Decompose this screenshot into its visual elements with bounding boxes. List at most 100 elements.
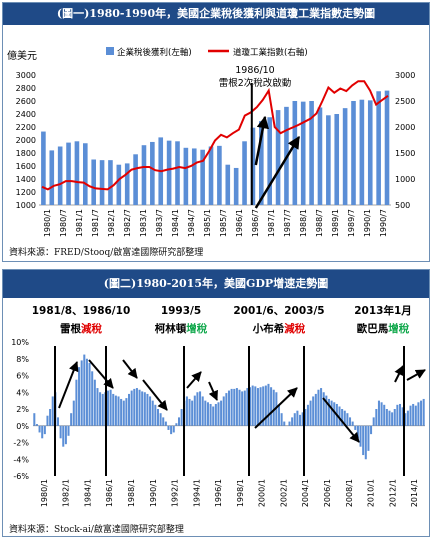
gdp-bar xyxy=(254,386,257,426)
annotation-action: 減稅 xyxy=(81,322,102,335)
x-tick-label: 1981/1 xyxy=(75,209,84,237)
x-tick-label: 1996/1 xyxy=(214,479,223,507)
gdp-bar xyxy=(220,400,223,426)
annotation-action: 增稅 xyxy=(388,322,409,335)
y-left-tick-label: 2600 xyxy=(16,97,36,106)
gdp-bar xyxy=(296,410,299,426)
gdp-bar xyxy=(341,409,344,426)
gdp-bar xyxy=(270,387,273,426)
x-tick-label: 2006/1 xyxy=(323,479,332,507)
profit-bar xyxy=(74,141,80,205)
gdp-bar xyxy=(420,400,423,426)
gdp-bar xyxy=(75,379,78,426)
trend-arrow xyxy=(254,135,301,209)
annotation-text: 雷根2次稅改啟動 xyxy=(219,77,292,89)
gdp-bar xyxy=(135,388,138,426)
y-left-tick-label: 1200 xyxy=(16,188,36,197)
gdp-bar xyxy=(175,423,178,426)
profit-bar xyxy=(259,121,264,205)
x-tick-label: 1980/7 xyxy=(59,209,68,237)
gdp-bar xyxy=(370,425,373,435)
x-tick-label: 1986/1 xyxy=(105,479,114,507)
x-tick-label: 1982/1 xyxy=(107,209,116,237)
gdp-bar xyxy=(149,396,152,426)
gdp-bar xyxy=(249,387,252,426)
gdp-bar xyxy=(72,400,75,426)
profit-bar xyxy=(384,90,390,205)
profit-bar xyxy=(166,140,172,205)
x-tick-label: 1989/7 xyxy=(347,209,356,237)
gdp-bar xyxy=(56,417,60,426)
x-tick-label: 1985/7 xyxy=(219,209,228,237)
profit-bar xyxy=(99,160,105,205)
gdp-bar xyxy=(264,385,267,426)
profit-bar xyxy=(183,147,189,205)
profit-bar xyxy=(133,154,138,205)
y-right-tick-label: 2000 xyxy=(395,123,415,132)
profit-bar xyxy=(275,110,281,205)
profit-bar xyxy=(200,149,205,205)
chart2-title: (圖二)1980-2015年，美國GDP增速走勢圖 xyxy=(3,270,429,298)
gdp-bar xyxy=(322,392,325,426)
profit-bar xyxy=(191,148,197,205)
x-tick-label: 2002/1 xyxy=(279,479,288,507)
gdp-bar xyxy=(225,393,228,426)
trend-arrow xyxy=(88,359,114,389)
gdp-bar xyxy=(93,379,96,426)
gdp-bar xyxy=(372,417,375,426)
annotation-president: 柯林頓 xyxy=(155,322,187,335)
gdp-bar xyxy=(380,402,383,426)
gdp-bar xyxy=(320,388,323,426)
legend-bar-label: 企業稅後獲利(左軸) xyxy=(117,47,192,58)
gdp-bar xyxy=(243,390,246,426)
x-tick-label: 1990/1 xyxy=(363,209,372,237)
gdp-bar xyxy=(414,405,417,426)
y-left-tick-label: 1800 xyxy=(16,149,36,158)
profit-bar xyxy=(250,127,256,205)
gdp-bar xyxy=(359,425,362,447)
profit-bar xyxy=(300,101,306,205)
gdp-bar xyxy=(235,388,238,426)
gdp-bar xyxy=(375,409,378,426)
annotation-who: 柯林頓增稅 xyxy=(155,322,208,335)
legend-bar-swatch xyxy=(106,47,114,55)
gdp-bar xyxy=(141,391,144,426)
y-left-tick-label: 1400 xyxy=(16,175,36,184)
y-right-tick-label: 3000 xyxy=(395,71,415,80)
gdp-bar xyxy=(238,389,241,426)
x-tick-label: 1984/1 xyxy=(171,209,180,237)
dow-line xyxy=(41,80,389,191)
gdp-bar xyxy=(162,417,165,426)
gdp-bar xyxy=(62,425,65,447)
gdp-bar xyxy=(41,425,44,439)
annotation-action: 減稅 xyxy=(284,322,305,335)
gdp-bar xyxy=(101,393,104,426)
gdp-bar xyxy=(196,392,199,426)
profit-bar xyxy=(83,143,88,205)
gdp-bar xyxy=(251,385,254,426)
gdp-bar xyxy=(246,388,249,426)
trend-arrow xyxy=(142,379,168,411)
profit-bar xyxy=(108,160,113,205)
gdp-bar xyxy=(154,404,157,426)
gdp-bar xyxy=(151,400,154,426)
x-tick-label: 1982/1 xyxy=(62,479,71,507)
y-left-tick-label: 2200 xyxy=(16,123,36,132)
annotation-president: 小布希 xyxy=(252,322,285,335)
gdp-bar xyxy=(67,425,70,436)
gdp-bar xyxy=(383,404,386,426)
gdp-bar xyxy=(277,404,281,426)
profit-bar xyxy=(175,141,180,205)
gdp-bar xyxy=(167,425,170,430)
gdp-bar xyxy=(293,413,296,426)
gdp-bar xyxy=(222,396,225,426)
trend-arrow xyxy=(208,381,218,401)
profit-bar xyxy=(367,100,373,205)
x-tick-label: 2012/1 xyxy=(388,479,397,507)
gdp-bar xyxy=(209,403,212,426)
gdp-bar xyxy=(143,392,146,426)
gdp-bar xyxy=(180,409,183,426)
y-tick-label: 10% xyxy=(11,338,29,347)
gdp-bar xyxy=(367,425,370,451)
gdp-bar xyxy=(85,358,88,426)
